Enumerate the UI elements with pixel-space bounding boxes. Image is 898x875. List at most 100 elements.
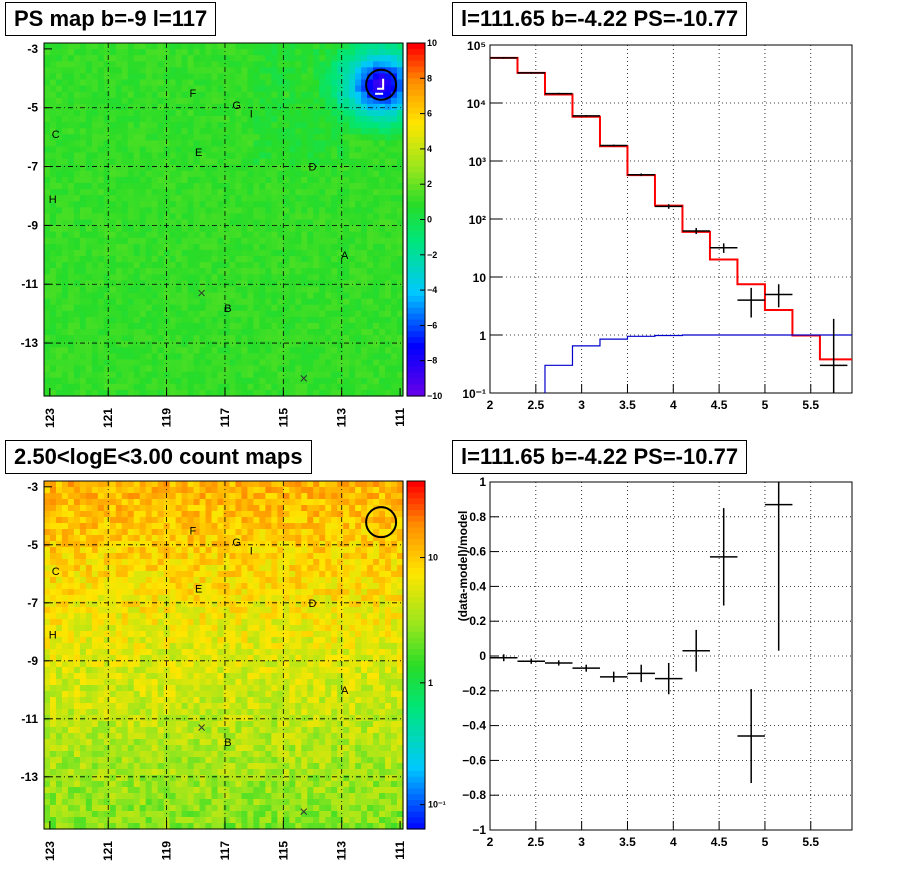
x-tick-label: 4 bbox=[670, 835, 677, 849]
x-tick-label: 2.5 bbox=[527, 835, 544, 849]
y-tick-label: -5 bbox=[27, 101, 38, 115]
colorbar-tick-label: −2 bbox=[427, 250, 437, 260]
colorbar-frame-2 bbox=[406, 480, 426, 830]
y-tick-label: -11 bbox=[21, 712, 38, 726]
y-tick-label: 10⁵ bbox=[467, 39, 486, 53]
x-tick-label: 5.5 bbox=[802, 398, 819, 412]
y-tick-label: -3 bbox=[27, 42, 38, 56]
cross-marker bbox=[300, 374, 308, 382]
y-tick-label: −0.4 bbox=[462, 719, 486, 733]
x-tick-label: 119 bbox=[160, 408, 174, 428]
x-tick-label: 3.5 bbox=[619, 835, 636, 849]
colorbar-tick-label: 10 bbox=[428, 553, 438, 563]
residual-panel bbox=[489, 481, 853, 831]
x-tick-label: 113 bbox=[335, 408, 349, 428]
panel-title-count-map: 2.50<logE<3.00 count maps bbox=[5, 440, 312, 474]
model-histogram-1 bbox=[544, 334, 852, 393]
source-mark bbox=[377, 78, 385, 90]
y-tick-label: 10⁴ bbox=[467, 97, 486, 111]
y-tick-label: −0.2 bbox=[462, 684, 486, 698]
colorbar-tick-label: 4 bbox=[427, 144, 432, 154]
x-tick-label: 5 bbox=[762, 398, 769, 412]
x-tick-label: 117 bbox=[218, 408, 232, 428]
panel-title-ps-map: PS map b=-9 l=117 bbox=[5, 2, 217, 36]
source-label: G bbox=[232, 100, 241, 112]
y-tick-label: -7 bbox=[27, 160, 38, 174]
heatmap-panel-0 bbox=[43, 42, 426, 397]
heatmap-frame-0 bbox=[43, 42, 404, 397]
x-tick-label: 4 bbox=[670, 398, 677, 412]
source-label: D bbox=[309, 598, 317, 610]
x-tick-label: 123 bbox=[43, 408, 57, 428]
colorbar-tick-label: 10⁻¹ bbox=[428, 800, 446, 810]
cross-marker bbox=[198, 724, 205, 731]
source-label: B bbox=[224, 737, 231, 749]
source-label: A bbox=[341, 250, 349, 262]
colorbar-tick-label: 1 bbox=[428, 678, 433, 688]
source-circle bbox=[365, 68, 398, 101]
source-label: F bbox=[189, 88, 196, 100]
source-label: F bbox=[189, 525, 196, 537]
x-tick-label: 121 bbox=[101, 408, 115, 428]
heatmap-panel-2 bbox=[43, 480, 426, 830]
x-tick-label: 2 bbox=[487, 835, 494, 849]
colorbar-tick-label: −4 bbox=[427, 285, 437, 295]
source-label: H bbox=[49, 630, 57, 642]
x-tick-label: 4.5 bbox=[711, 398, 728, 412]
x-tick-label: 115 bbox=[276, 841, 290, 861]
spectrum-panel bbox=[489, 44, 853, 394]
y-tick-label: 1 bbox=[479, 329, 486, 343]
y-tick-label: −0.6 bbox=[462, 753, 486, 767]
colorbar-tick-label: 2 bbox=[427, 179, 432, 189]
y-tick-label: -9 bbox=[27, 218, 38, 232]
cross-marker bbox=[198, 289, 205, 297]
colorbar-tick-label: 8 bbox=[427, 73, 432, 83]
x-tick-label: 121 bbox=[101, 841, 115, 861]
colorbar-tick-label: −10 bbox=[427, 391, 442, 401]
y-tick-label: 0.8 bbox=[469, 510, 486, 524]
source-label: A bbox=[341, 685, 349, 697]
x-tick-label: 123 bbox=[43, 841, 57, 861]
y-tick-label: -11 bbox=[21, 277, 38, 291]
x-tick-label: 111 bbox=[393, 841, 407, 860]
x-tick-label: 4.5 bbox=[711, 835, 728, 849]
source-label: H bbox=[49, 194, 57, 206]
y-tick-label: 1 bbox=[479, 475, 486, 489]
panel-title-spectrum: l=111.65 b=-4.22 PS=-10.77 bbox=[452, 2, 748, 36]
x-tick-label: 111 bbox=[393, 408, 407, 427]
source-label: I bbox=[250, 546, 253, 558]
y-tick-label: 10⁻¹ bbox=[462, 387, 486, 401]
y-tick-label: 10 bbox=[473, 271, 487, 285]
colorbar-tick-label: 6 bbox=[427, 109, 432, 119]
source-label: E bbox=[195, 147, 202, 159]
x-tick-label: 117 bbox=[218, 841, 232, 861]
y-tick-label: -7 bbox=[27, 596, 38, 610]
source-label: C bbox=[52, 566, 60, 578]
x-tick-label: 5.5 bbox=[802, 835, 819, 849]
y-axis-label: (data-model)/model bbox=[456, 511, 470, 622]
colorbar-tick-label: 0 bbox=[427, 215, 432, 225]
x-tick-label: 2.5 bbox=[527, 398, 544, 412]
y-tick-label: 0 bbox=[479, 649, 486, 663]
colorbar-tick-label: 10 bbox=[427, 38, 437, 48]
source-label: I bbox=[250, 109, 253, 121]
x-tick-label: 3.5 bbox=[619, 398, 636, 412]
cross-marker bbox=[300, 808, 308, 815]
y-tick-label: -13 bbox=[21, 770, 39, 784]
panel-title-residuals: l=111.65 b=-4.22 PS=-10.77 bbox=[452, 440, 748, 474]
y-tick-label: 10² bbox=[469, 213, 486, 227]
source-label: E bbox=[195, 583, 202, 595]
y-tick-label: −0.8 bbox=[462, 788, 486, 802]
source-label: D bbox=[309, 162, 317, 174]
y-tick-label: 10³ bbox=[469, 155, 486, 169]
y-tick-label: -3 bbox=[27, 480, 38, 494]
x-tick-label: 5 bbox=[762, 835, 769, 849]
y-tick-label: -5 bbox=[27, 538, 38, 552]
source-label: B bbox=[224, 303, 231, 315]
heatmap-frame-2 bbox=[43, 480, 404, 830]
y-tick-label: -13 bbox=[21, 336, 39, 350]
colorbar-tick-label: −8 bbox=[427, 356, 437, 366]
x-tick-label: 119 bbox=[160, 841, 174, 861]
source-label: G bbox=[232, 537, 241, 549]
